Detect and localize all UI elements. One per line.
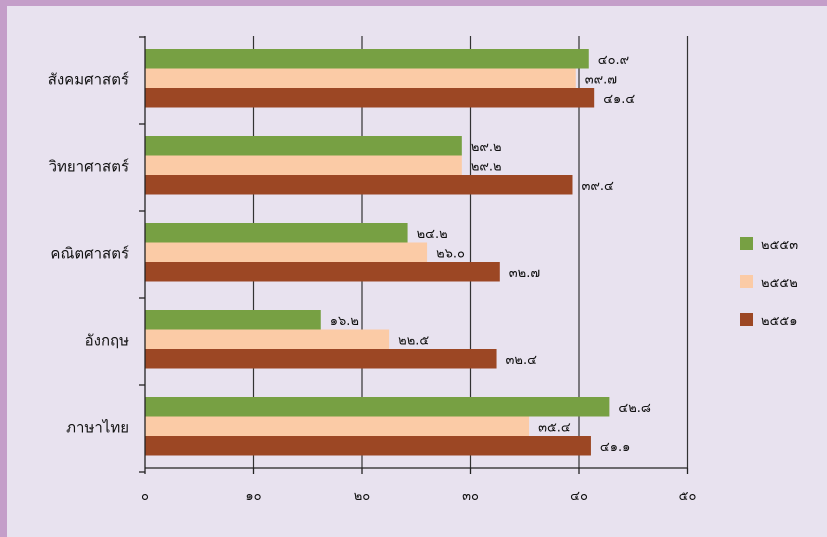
value-label: ๓๙.๗: [585, 72, 617, 87]
value-label: ๓๒.๗: [509, 266, 540, 281]
x-tick-label: ๑๐: [245, 489, 261, 504]
value-label: ๔๒.๘: [618, 401, 651, 416]
x-tick-label: ๐: [141, 489, 149, 504]
value-label: ๒๔.๒: [417, 227, 448, 242]
bar-3-2: [145, 349, 497, 369]
legend-swatch: [740, 275, 753, 288]
category-label: วิทยาศาสตร์: [48, 157, 129, 175]
bar-0-0: [145, 49, 589, 69]
category-label: สังคมศาสตร์: [48, 70, 129, 88]
axes: [139, 36, 689, 474]
bar-0-1: [145, 68, 576, 88]
category-label: ภาษาไทย: [66, 418, 129, 436]
value-label: ๒๙.๒: [471, 159, 502, 174]
bar-4-1: [145, 416, 530, 436]
value-label: ๒๖.๐: [436, 246, 465, 261]
value-label: ๑๖.๒: [330, 314, 359, 329]
x-tick-label: ๓๐: [462, 489, 479, 504]
x-tick-label: ๔๐: [570, 489, 588, 504]
bar-3-1: [145, 329, 390, 349]
bar-2-0: [145, 223, 408, 243]
value-label: ๓๕.๔: [538, 420, 571, 435]
bar-2-2: [145, 262, 500, 282]
category-label: คณิตศาสตร์: [50, 244, 129, 262]
value-label: ๔๐.๙: [598, 53, 629, 68]
legend-swatch: [740, 313, 753, 326]
x-tick-label: ๕๐: [679, 489, 697, 504]
value-label: ๔๑.๑: [600, 440, 630, 455]
bar-chart: ๔๐.๙๓๙.๗๔๑.๔สังคมศาสตร์๒๙.๒๒๙.๒๓๙.๔วิทยา…: [48, 36, 798, 504]
value-label: ๔๑.๔: [603, 92, 635, 107]
category-label: อังกฤษ: [85, 331, 129, 349]
value-label: ๒๒.๕: [398, 333, 429, 348]
grid-lines: [252, 36, 689, 468]
value-label: ๒๙.๒: [471, 140, 502, 155]
legend-label: ๒๕๕๓: [761, 238, 798, 253]
legend-label: ๒๕๕๒: [761, 276, 798, 291]
bar-1-0: [145, 136, 462, 156]
value-label: ๓๙.๔: [581, 179, 614, 194]
bar-0-2: [145, 88, 595, 108]
value-label: ๓๒.๔: [506, 353, 538, 368]
bar-1-1: [145, 155, 462, 175]
bar-4-2: [145, 436, 591, 456]
bar-1-2: [145, 175, 573, 195]
bar-3-0: [145, 310, 321, 330]
legend-swatch: [740, 237, 753, 250]
bar-2-1: [145, 242, 428, 262]
legend-label: ๒๕๕๑: [761, 314, 798, 329]
x-tick-label: ๒๐: [354, 489, 371, 504]
bars: [145, 49, 610, 456]
labels: ๔๐.๙๓๙.๗๔๑.๔สังคมศาสตร์๒๙.๒๒๙.๒๓๙.๔วิทยา…: [48, 53, 697, 504]
bar-4-0: [145, 397, 610, 417]
